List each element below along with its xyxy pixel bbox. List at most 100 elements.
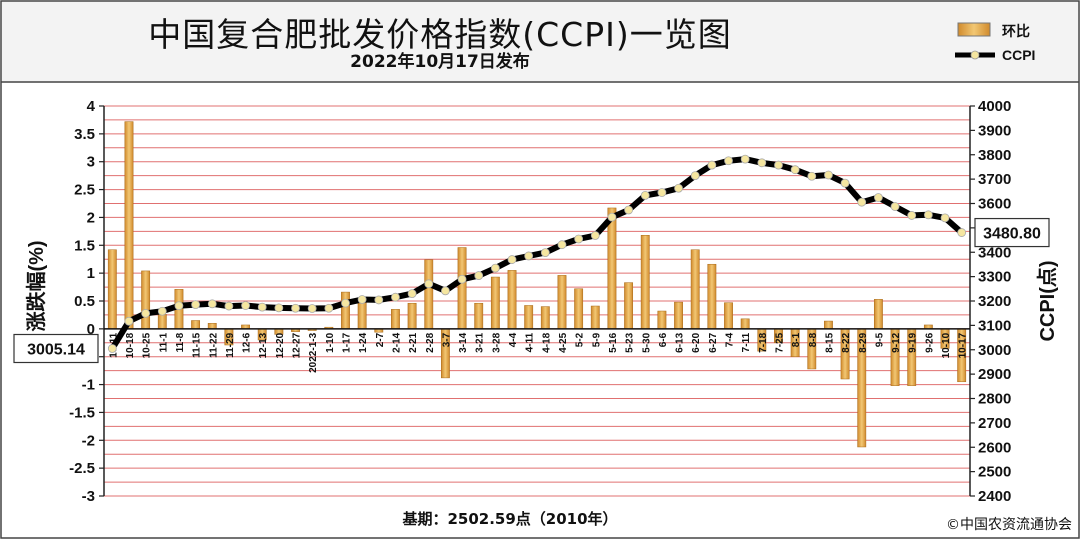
x-tick-label: 4-18 <box>541 332 552 352</box>
ccpi-point <box>774 160 783 170</box>
bar <box>657 310 667 330</box>
ccpi-point <box>391 292 400 302</box>
x-tick-label: 6-13 <box>675 332 686 352</box>
x-tick-label: 3-7 <box>441 332 452 347</box>
ccpi-point <box>424 279 434 289</box>
ccpi-point <box>124 316 134 326</box>
ccpi-point <box>457 274 467 284</box>
ccpi-point <box>257 302 267 312</box>
x-tick-label: 7-11 <box>741 332 752 352</box>
bar <box>107 249 117 330</box>
x-tick-label: 6-6 <box>658 332 669 347</box>
x-tick-label: 4-11 <box>525 332 536 352</box>
x-tick-label: 12-6 <box>242 332 253 352</box>
bar <box>724 302 733 330</box>
right-tick-label: 3900 <box>978 122 1011 139</box>
bar <box>574 288 584 330</box>
ccpi-point <box>957 228 967 237</box>
x-tick-label: 8-1 <box>791 332 802 347</box>
right-tick-label: 3700 <box>978 171 1011 188</box>
right-tick-label: 2800 <box>978 391 1011 408</box>
x-tick-label: 7-25 <box>774 332 785 352</box>
x-tick-label: 3-28 <box>491 332 502 352</box>
x-tick-label: 5-23 <box>625 332 636 352</box>
x-tick-label: 11-29 <box>225 332 236 357</box>
ccpi-point <box>790 165 800 175</box>
right-axis-title: CCPI(点) <box>1036 260 1059 341</box>
x-tick-label: 1-24 <box>358 332 369 352</box>
left-tick-label: -2 <box>82 432 95 449</box>
ccpi-point <box>107 344 117 353</box>
ccpi-line <box>109 156 964 351</box>
bar <box>341 291 350 330</box>
right-tick-label: 2400 <box>978 488 1011 505</box>
x-tick-label: 9-19 <box>908 332 919 352</box>
bar <box>124 121 134 330</box>
x-tick-label: 11-1 <box>158 332 169 352</box>
ccpi-point <box>524 251 534 261</box>
left-tick-label: 2 <box>87 209 95 226</box>
left-tick-label: 4 <box>87 98 96 115</box>
x-tick-label: 6-20 <box>691 332 702 352</box>
x-tick-label: 12-13 <box>258 332 269 358</box>
bar <box>474 302 484 330</box>
x-tick-label: 9-12 <box>891 332 902 352</box>
left-tick-label: -1 <box>82 377 95 394</box>
x-tick-label: 5-30 <box>641 332 652 352</box>
ccpi-point <box>274 303 284 313</box>
ccpi-point <box>857 197 867 207</box>
bar <box>740 318 750 330</box>
x-tick-label: 8-15 <box>824 332 835 352</box>
x-tick-label: 5-9 <box>591 332 602 347</box>
ccpi-point <box>207 299 217 309</box>
start-value-label: 3005.14 <box>27 341 85 358</box>
legend-bar-swatch <box>957 22 991 37</box>
x-tick-label: 10-18 <box>125 332 136 358</box>
x-tick-label: 11-15 <box>192 332 203 357</box>
ccpi-point <box>740 154 750 164</box>
ccpi-point <box>357 295 367 304</box>
ccpi-point <box>540 248 550 258</box>
x-tick-label: 10-10 <box>941 332 952 358</box>
x-tick-label: 9-26 <box>924 332 935 352</box>
right-tick-label: 3800 <box>978 147 1011 164</box>
right-tick-label: 3100 <box>978 317 1011 334</box>
x-tick-label: 5-16 <box>608 332 619 352</box>
copyright-note: ©中国农资流通协会 <box>946 517 1072 533</box>
bar <box>540 306 550 330</box>
bar <box>640 235 650 330</box>
ccpi-point <box>224 301 234 311</box>
x-tick-label: 7-4 <box>725 332 736 347</box>
ccpi-point <box>407 289 417 298</box>
left-tick-label: 2.5 <box>74 182 95 199</box>
left-tick-label: 0.5 <box>74 293 95 310</box>
right-tick-label: 3200 <box>978 293 1011 310</box>
x-tick-label: 5-2 <box>575 332 586 347</box>
left-tick-label: 3.5 <box>74 126 95 143</box>
ccpi-point <box>707 160 717 170</box>
ccpi-point <box>191 300 200 310</box>
ccpi-point <box>923 210 933 220</box>
ccpi-point <box>940 213 950 223</box>
ccpi-point <box>374 295 384 305</box>
bar <box>674 301 683 330</box>
ccpi-point <box>507 255 517 264</box>
x-tick-label: 3-14 <box>458 332 469 352</box>
end-value-label: 3480.80 <box>983 226 1041 243</box>
x-tick-label: 2022-1-3 <box>308 332 319 372</box>
bar <box>490 276 500 330</box>
ccpi-point <box>690 171 700 180</box>
left-tick-label: 3 <box>87 154 95 171</box>
chart-subtitle: 2022年10月17日发布 <box>350 52 530 72</box>
x-tick-label: 11-22 <box>208 332 219 357</box>
bar <box>557 275 567 330</box>
right-tick-label: 2700 <box>978 415 1011 432</box>
bar <box>391 309 400 330</box>
ccpi-point <box>441 286 450 296</box>
x-tick-label: 12-20 <box>275 332 286 358</box>
x-tick-label: 1-17 <box>341 332 352 352</box>
ccpi-point <box>241 301 250 310</box>
ccpi-point <box>490 263 500 273</box>
x-tick-label: 2-7 <box>375 332 386 347</box>
ccpi-point <box>574 234 584 244</box>
